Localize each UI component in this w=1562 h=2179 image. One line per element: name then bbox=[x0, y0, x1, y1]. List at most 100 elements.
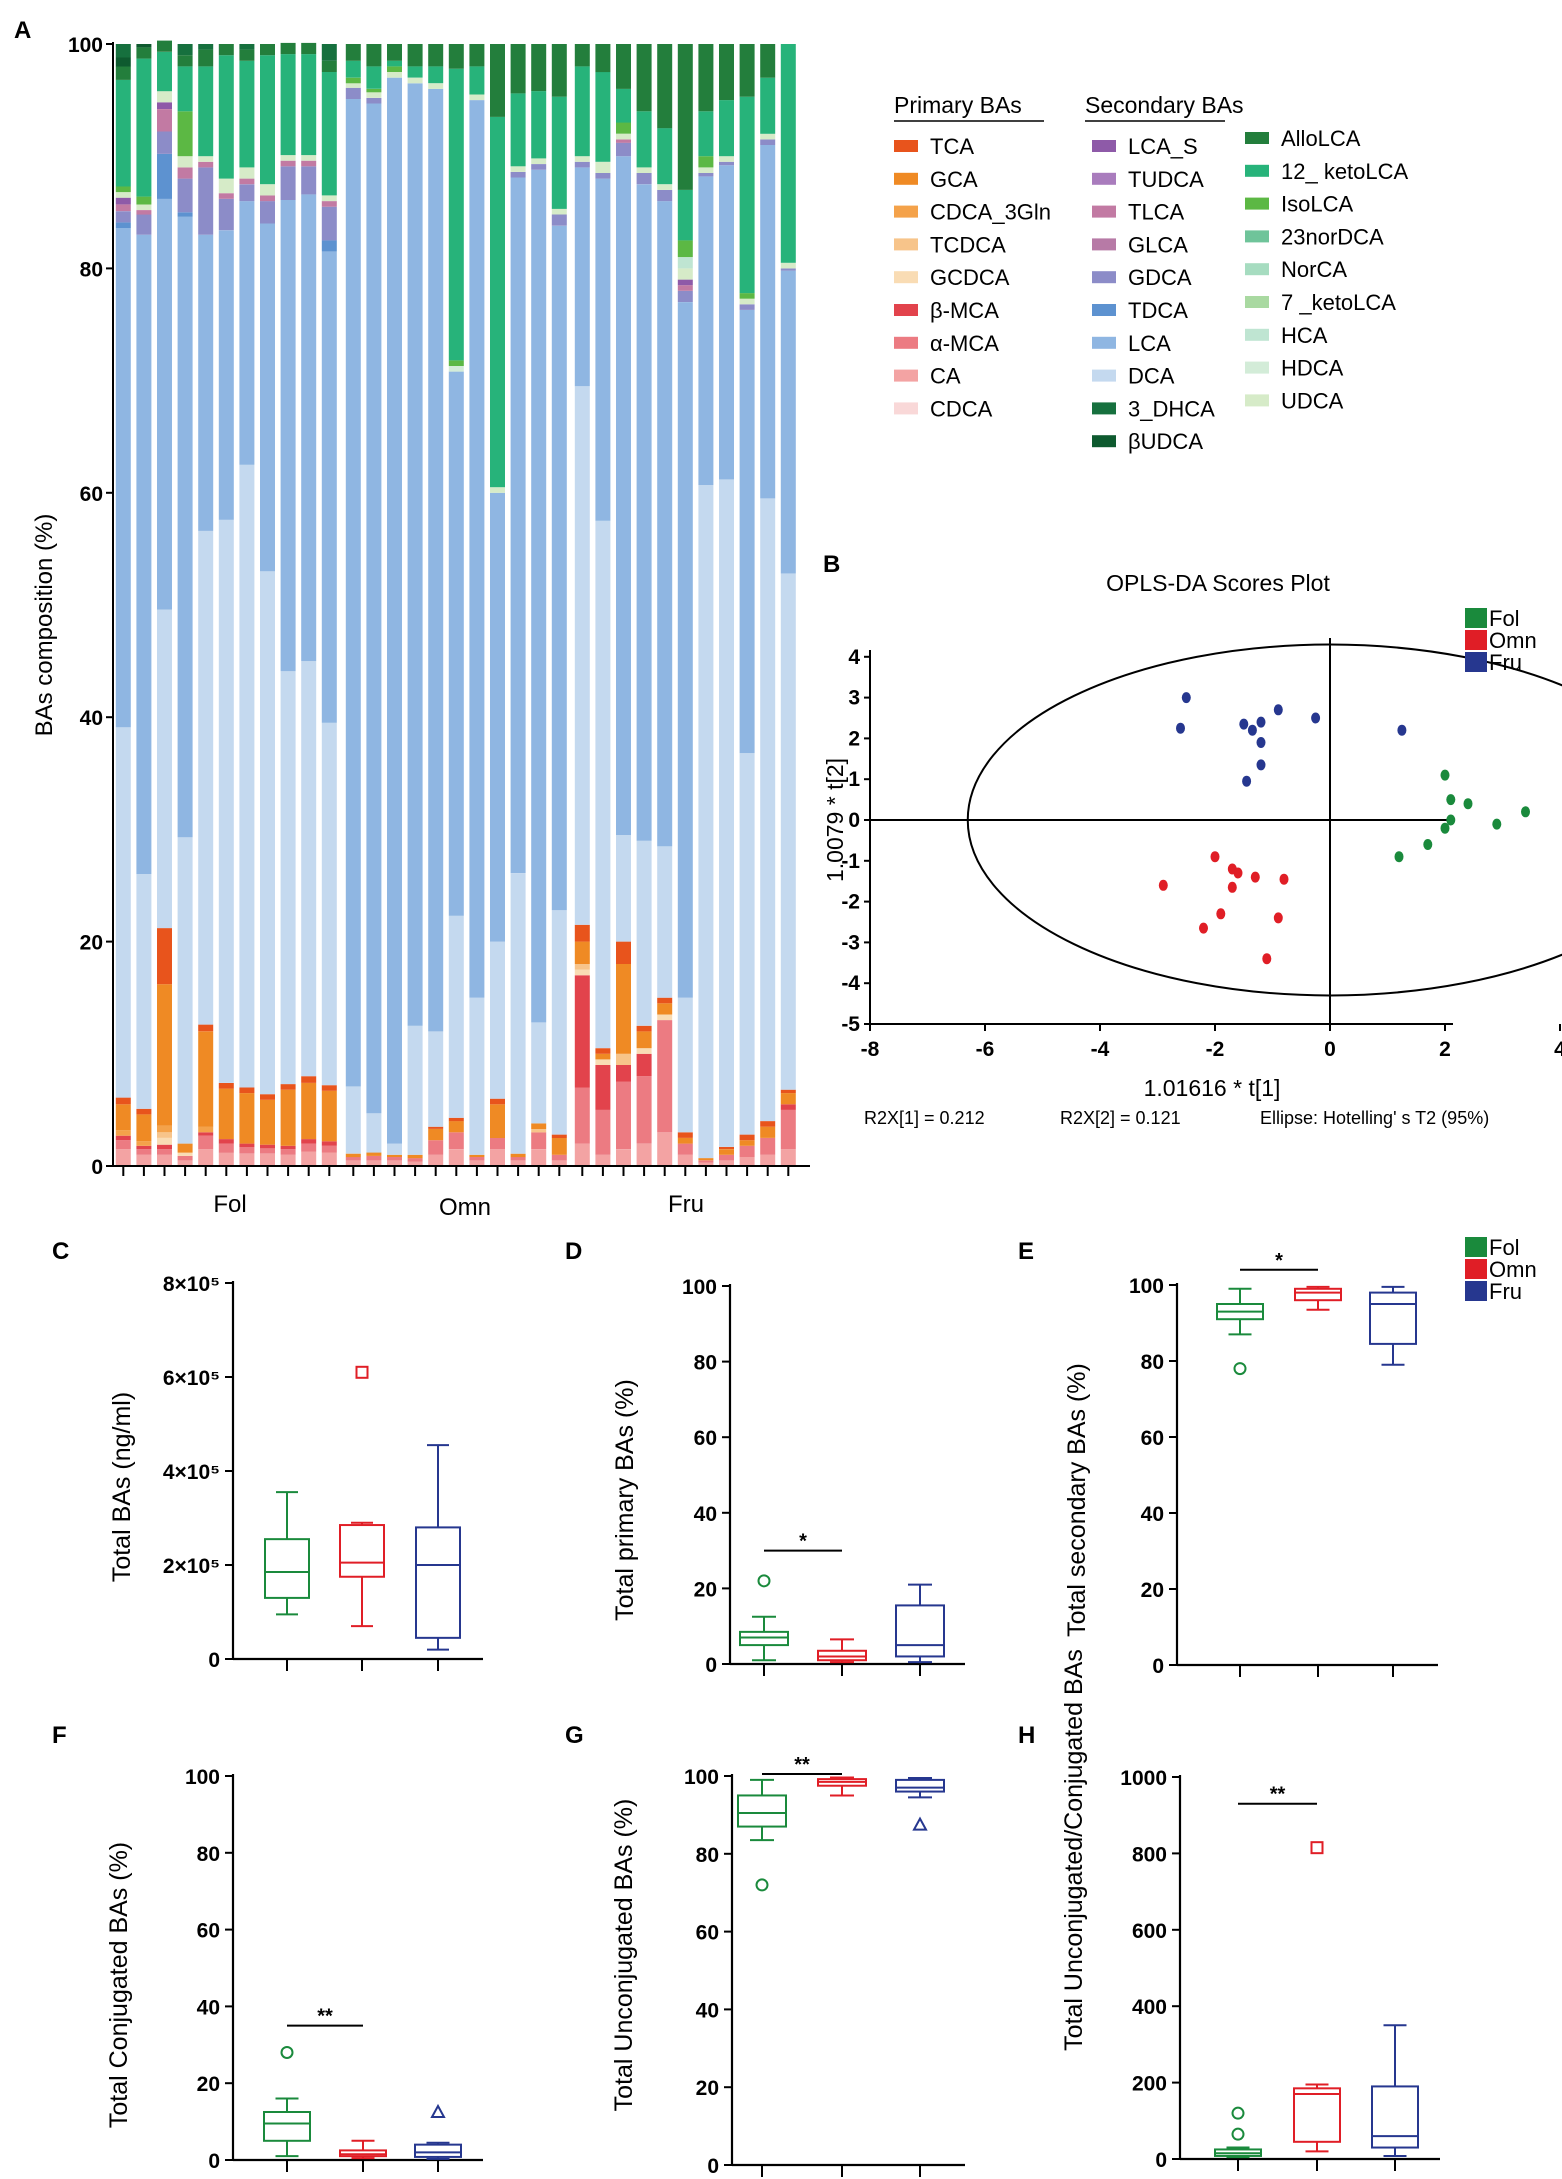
panel-a-y-tick-label: 80 bbox=[80, 258, 103, 281]
panel-b-x-tick-label: -2 bbox=[1206, 1038, 1225, 1061]
bar-segment-fru-28-allolca bbox=[677, 44, 693, 190]
legend-swatch-cdca bbox=[894, 402, 918, 415]
bar-segment-omn-17-tca bbox=[448, 1117, 464, 1122]
bar-segment-omn-19-lca bbox=[490, 492, 505, 942]
panel-e-box-omn-iqr bbox=[1294, 1287, 1342, 1302]
bar-segment-fol-1-3_dhca bbox=[115, 44, 131, 53]
bar-segment-fol-6-gdca bbox=[218, 198, 234, 231]
bar-segment-omn-13-allolca bbox=[366, 44, 382, 67]
panel-letter-f: F bbox=[52, 1722, 67, 1749]
bar-segment-omn-22-gca bbox=[551, 1138, 567, 1155]
legend-label-isolca: IsoLCA bbox=[1281, 192, 1353, 217]
bar-segment-fol-11-gdca bbox=[321, 206, 337, 241]
panel-letter-c: C bbox=[52, 1238, 69, 1265]
bar-segment-fol-8-tca bbox=[260, 1094, 275, 1100]
bar-segment-omn-16-ca bbox=[428, 1154, 444, 1166]
bar-segment-fru-27-dca bbox=[657, 846, 673, 998]
panel-g-box-fol-outlier-1 bbox=[755, 1878, 769, 1892]
bar-segment-omn-22-tca bbox=[551, 1134, 567, 1138]
legend-label-cdca: CDCA bbox=[930, 396, 993, 421]
bar-segment-fol-9-lca bbox=[280, 200, 296, 672]
bar-segment-fru-27-tca bbox=[657, 997, 673, 1004]
bar-segment-fru-30-tca bbox=[719, 1146, 734, 1150]
panel-b-y-tick-label: 2 bbox=[848, 727, 860, 750]
bar-segment-fol-7-lca bbox=[239, 201, 255, 465]
bar-segment-omn-16-12_ketolca bbox=[428, 66, 444, 84]
bar-segment-fol-6-12_ketolca bbox=[218, 55, 234, 179]
panel-f-significance-label: ** bbox=[317, 2006, 333, 2028]
panel-a-y-axis-label: BAs composition (%) bbox=[31, 514, 58, 737]
panel-a-group-label-fol: Fol bbox=[213, 1191, 246, 1218]
panel-f-box-fru-outlier-1 bbox=[430, 2103, 446, 2118]
point-fru-6 bbox=[1247, 724, 1257, 736]
bar-segment-omn-21-12_ketolca bbox=[531, 91, 547, 159]
bar-segment-fol-11-dca bbox=[321, 722, 337, 1086]
panel-g-y-tick-label: 80 bbox=[696, 1844, 719, 1867]
bar-segment-fru-23-allolca bbox=[574, 44, 590, 67]
bar-segment-fol-3-gca bbox=[157, 984, 172, 1126]
panel-b-x-tick-label: 2 bbox=[1439, 1038, 1451, 1061]
legend-swatch-tudca bbox=[1092, 172, 1116, 185]
legend-label-7_ketolca: 7 _ketoLCA bbox=[1281, 290, 1396, 315]
legendB-swatch-fol bbox=[1465, 608, 1487, 628]
bar-segment-fol-5-a-mca bbox=[198, 1135, 214, 1150]
bar-segment-fol-4-tlca bbox=[177, 167, 193, 179]
bar-segment-fol-4-a-mca bbox=[177, 1155, 193, 1161]
bar-segment-fol-5-tlca bbox=[198, 161, 214, 168]
legend-swatch-budca bbox=[1092, 435, 1116, 448]
legend-swatch-gdca bbox=[1092, 271, 1116, 284]
bar-segment-fol-11-tlca bbox=[321, 201, 337, 207]
bar-segment-fru-23-gdca bbox=[574, 161, 590, 168]
bar-segment-fru-24-gdca bbox=[595, 173, 611, 179]
bar-segment-fru-31-tca bbox=[739, 1134, 755, 1141]
panel-f-box-fru-iqr bbox=[414, 2143, 462, 2158]
point-fol-8 bbox=[1521, 806, 1530, 818]
bar-segment-fru-33-b-mca bbox=[780, 1104, 796, 1110]
bar-segment-fol-2-ca bbox=[136, 1154, 152, 1166]
panel-b-y-tick-label: -5 bbox=[841, 1013, 860, 1036]
panel-d-significance-label: * bbox=[799, 1531, 807, 1553]
bar-segment-fru-28-lca_s bbox=[677, 279, 693, 286]
bar-segment-omn-17-gca bbox=[448, 1121, 464, 1133]
legend-swatch-dca bbox=[1092, 369, 1116, 382]
bar-segment-fol-8-ca bbox=[260, 1153, 275, 1166]
legend-swatch-tlca bbox=[1092, 205, 1116, 218]
bar-segment-omn-12-udca bbox=[345, 83, 361, 88]
bar-segment-fol-1-tdca bbox=[115, 222, 131, 228]
bar-segment-fol-5-gca bbox=[198, 1031, 214, 1127]
bar-segment-omn-20-lca bbox=[510, 177, 526, 874]
bar-segment-fru-24-a-mca bbox=[595, 1109, 611, 1155]
bar-segment-fol-1-udca bbox=[115, 192, 131, 198]
legend-label-12_ketolca: 12_ ketoLCA bbox=[1281, 159, 1409, 184]
bar-segment-fru-32-tca bbox=[760, 1121, 776, 1127]
panel-b-x-tick-label: 4 bbox=[1554, 1038, 1562, 1061]
bar-segment-fol-10-a-mca bbox=[301, 1143, 317, 1152]
legend-swatch-glca bbox=[1092, 238, 1116, 251]
bar-segment-fru-33-12_ketolca bbox=[780, 44, 796, 263]
bar-segment-fol-9-12_ketolca bbox=[280, 54, 296, 156]
panel-e-box-fol-outlier-1 bbox=[1233, 1362, 1247, 1376]
bar-segment-omn-16-tca bbox=[428, 1126, 444, 1129]
panel-letter-d: D bbox=[565, 1238, 582, 1265]
bar-segment-fru-26-gdca bbox=[636, 173, 652, 185]
panel-b-y-tick-label: 0 bbox=[848, 809, 860, 832]
bar-segment-fru-31-dca bbox=[739, 753, 755, 1135]
bar-segment-fol-11-b-mca bbox=[321, 1141, 337, 1146]
bar-segment-omn-13-isolca bbox=[366, 88, 382, 93]
bar-segment-omn-19-ca bbox=[490, 1149, 505, 1166]
bar-segment-fru-32-12_ketolca bbox=[760, 77, 776, 134]
bar-segment-fol-6-tlca bbox=[218, 193, 234, 199]
legend-label-tca: TCA bbox=[930, 134, 974, 159]
bar-segment-omn-21-a-mca bbox=[531, 1132, 547, 1150]
panel-b-y-tick-label: -3 bbox=[841, 931, 860, 954]
bar-segment-omn-17-12_ketolca bbox=[448, 68, 464, 361]
bar-segment-omn-22-12_ketolca bbox=[551, 96, 567, 209]
bar-segment-omn-22-gdca bbox=[551, 214, 567, 226]
bar-segment-fol-10-lca bbox=[301, 194, 317, 662]
bar-segment-fol-5-b-mca bbox=[198, 1132, 214, 1136]
bar-segment-fol-4-3_dhca bbox=[177, 44, 193, 56]
bar-segment-fol-10-tca bbox=[301, 1076, 317, 1083]
bar-segment-omn-20-gca bbox=[510, 1153, 526, 1158]
